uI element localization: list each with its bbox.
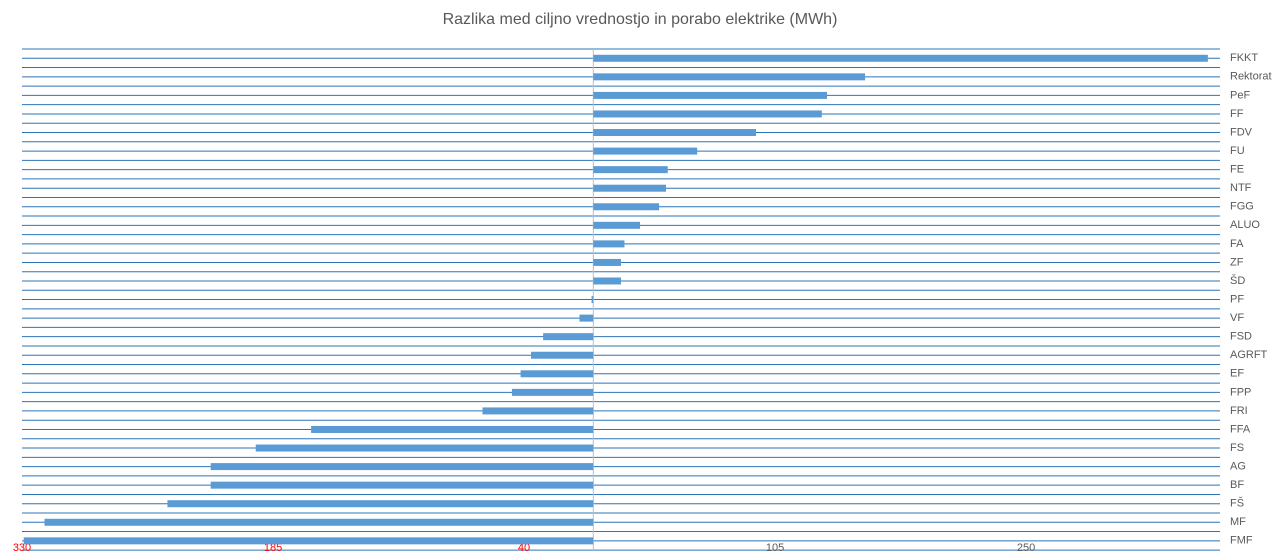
bar (593, 184, 667, 192)
y-tick-label: AGRFT (1230, 349, 1268, 361)
bar (593, 221, 641, 229)
x-tick-label: 40 (518, 542, 530, 554)
y-tick-label: FRI (1230, 405, 1248, 417)
bar (543, 333, 594, 341)
y-tick-label: PeF (1230, 89, 1250, 101)
bar (311, 425, 594, 433)
x-tick-label: 330 (13, 542, 31, 554)
y-tick-label: FSD (1230, 331, 1252, 343)
y-tick-label: EF (1230, 368, 1244, 380)
x-tick-label: 185 (264, 542, 282, 554)
bar (591, 296, 594, 304)
bar (593, 91, 828, 99)
bar (579, 314, 594, 322)
y-tick-label: FŠ (1230, 497, 1244, 510)
y-tick-label: BF (1230, 479, 1244, 491)
bar (530, 351, 594, 359)
y-tick-label: FFA (1230, 423, 1251, 435)
y-tick-label: MF (1230, 516, 1246, 528)
y-tick-label: FGG (1230, 201, 1254, 213)
bar (593, 240, 625, 248)
bar (44, 518, 594, 526)
bar (210, 463, 594, 471)
bar (520, 370, 594, 378)
y-tick-label: FMF (1230, 535, 1253, 547)
bar (511, 388, 594, 396)
y-tick-label: ALUO (1230, 219, 1260, 231)
bar (167, 500, 594, 508)
y-tick-label: FDV (1230, 126, 1253, 138)
bar (482, 407, 594, 415)
y-tick-label: FS (1230, 442, 1244, 454)
chart-title: Razlika med ciljno vrednostjo in porabo … (443, 11, 838, 28)
bar (593, 73, 866, 81)
bar (210, 481, 594, 489)
bar (593, 258, 621, 266)
y-tick-label: ZF (1230, 256, 1244, 268)
y-tick-label: VF (1230, 312, 1244, 324)
bar (593, 203, 660, 211)
y-tick-label: FKKT (1230, 52, 1258, 64)
bar (593, 277, 621, 285)
bar (593, 166, 668, 174)
y-tick-label: FU (1230, 145, 1245, 157)
y-tick-label: AG (1230, 461, 1246, 473)
x-tick-label: 105 (766, 542, 784, 554)
y-tick-label: FA (1230, 238, 1244, 250)
y-tick-label: FE (1230, 164, 1244, 176)
y-tick-label: NTF (1230, 182, 1252, 194)
x-tick-label: 250 (1017, 542, 1035, 554)
y-tick-label: FF (1230, 108, 1244, 120)
y-tick-label: PF (1230, 293, 1244, 305)
bar (593, 54, 1208, 62)
y-tick-label: FPP (1230, 386, 1251, 398)
y-tick-label: ŠD (1230, 274, 1245, 287)
bar (593, 129, 757, 137)
bar (255, 444, 594, 452)
bar (593, 147, 698, 155)
bar (593, 110, 822, 118)
y-tick-label: Rektorat (1230, 71, 1272, 83)
bar (23, 537, 594, 545)
